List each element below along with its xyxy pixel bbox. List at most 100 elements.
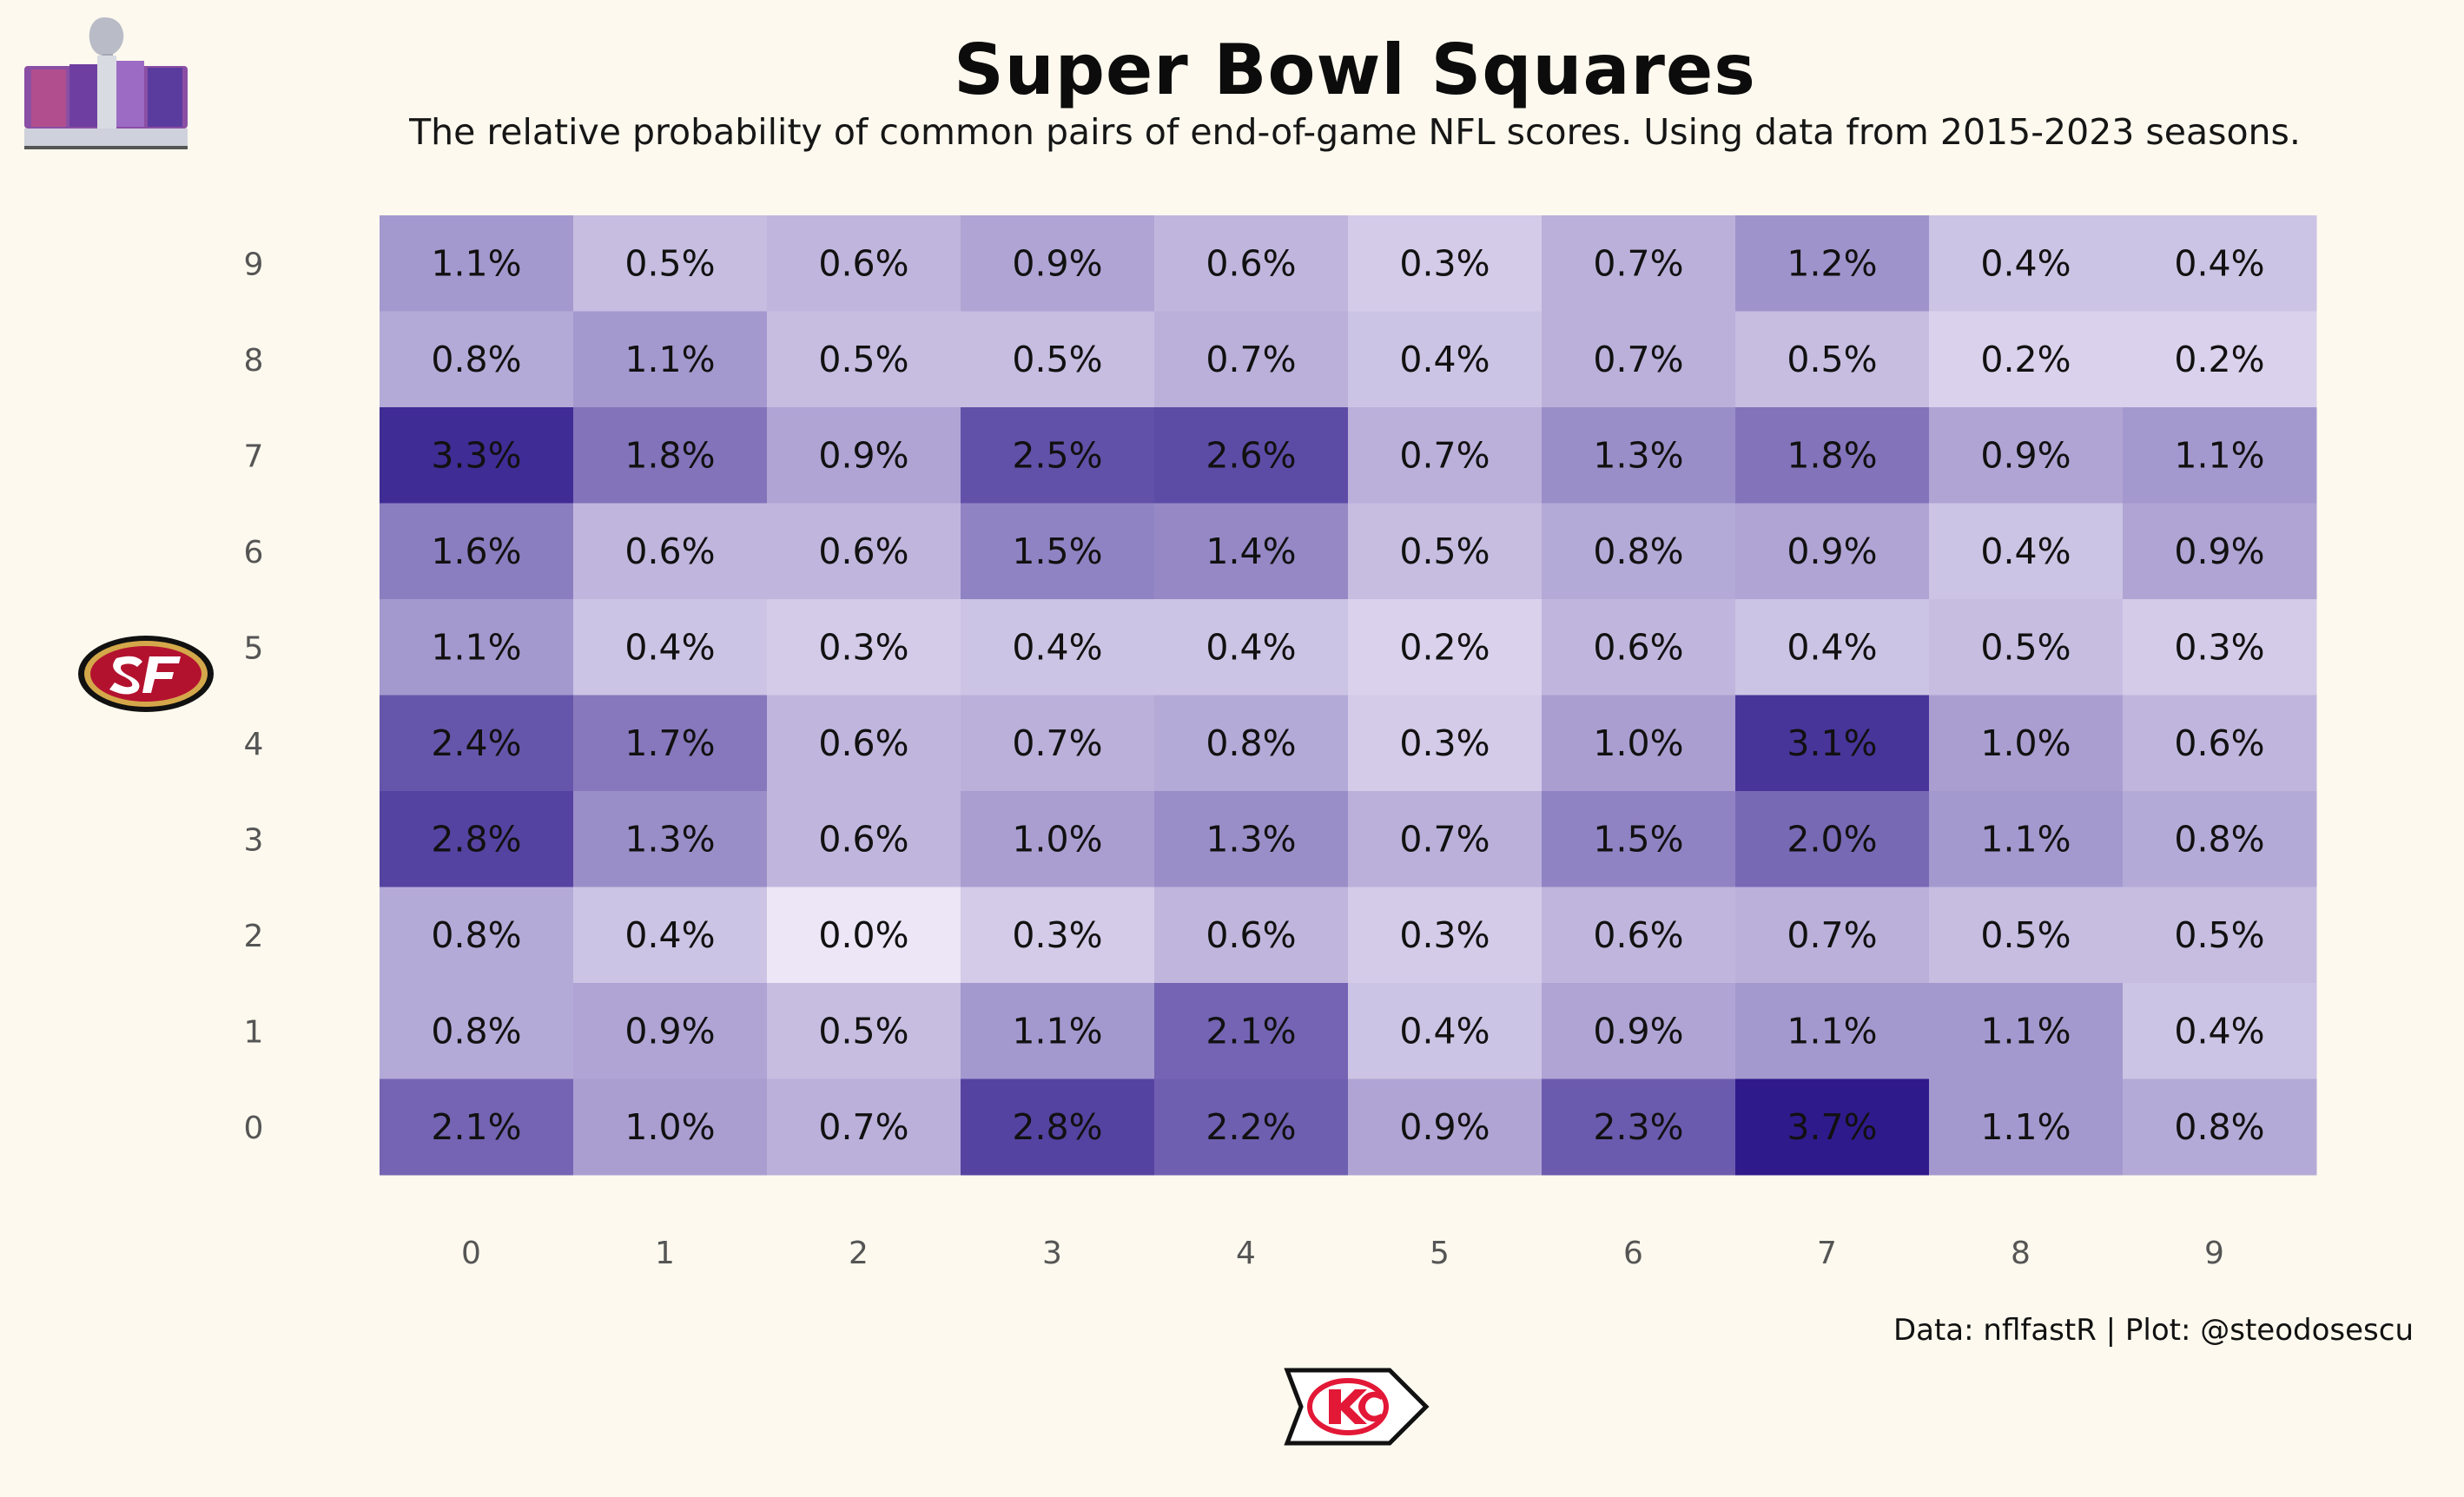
cell-value-label: 3.1% [1787, 722, 1877, 764]
y-tick-label: 9 [244, 247, 264, 282]
heatmap-cell-4-1 [573, 695, 768, 792]
heatmap-cell-6-5 [1348, 503, 1542, 600]
heatmap-cell-3-2 [767, 791, 961, 887]
cell-value-label: 0.8% [431, 339, 521, 380]
cell-value-label: 1.7% [624, 722, 715, 764]
data-caption: Data: nflfastR | Plot: @steodosescu [1893, 1313, 2414, 1348]
heatmap-cell-9-8 [1929, 215, 2124, 312]
cell-value-label: 0.2% [1399, 626, 1490, 668]
cell-value-label: 0.5% [2174, 914, 2264, 956]
heatmap-cell-9-2 [767, 215, 961, 312]
heatmap-cell-6-3 [961, 503, 1155, 600]
cell-value-label: 2.1% [431, 1106, 521, 1148]
heatmap-cell-2-9 [2123, 887, 2317, 984]
x-tick-label: 4 [1236, 1236, 1256, 1271]
cell-value-label: 1.1% [431, 242, 521, 284]
heatmap-cell-7-0 [380, 407, 574, 504]
cell-value-label: 0.8% [2174, 818, 2264, 860]
cell-value-label: 1.1% [1980, 1010, 2071, 1052]
cell-value-label: 0.7% [1012, 722, 1102, 764]
cell-value-label: 0.5% [1980, 914, 2071, 956]
cell-value-label: 0.6% [1593, 626, 1683, 668]
heatmap-cell-3-5 [1348, 791, 1542, 887]
cell-value-label: 0.9% [2174, 531, 2264, 572]
cell-value-label: 1.6% [431, 531, 521, 572]
cell-value-label: 2.6% [1206, 434, 1296, 476]
cell-value-label: 0.8% [431, 914, 521, 956]
heatmap-cell-6-8 [1929, 503, 2124, 600]
cell-value-label: 0.8% [431, 1010, 521, 1052]
heatmap-cell-3-3 [961, 791, 1155, 887]
cell-value-label: 0.6% [1206, 914, 1296, 956]
heatmap-cell-9-4 [1154, 215, 1349, 312]
page-subtitle: The relative probability of common pairs… [409, 111, 2301, 153]
heatmap-cell-0-6 [1542, 1078, 1736, 1176]
heatmap-cell-0-1 [573, 1078, 768, 1176]
cell-value-label: 0.6% [1593, 914, 1683, 956]
heatmap-cell-5-0 [380, 599, 574, 696]
cell-value-label: 0.9% [624, 1010, 715, 1052]
cell-value-label: 1.2% [1787, 242, 1877, 284]
cell-value-label: 0.8% [2174, 1106, 2264, 1148]
san-francisco-49ers-logo [78, 636, 214, 712]
heatmap-cell-4-0 [380, 695, 574, 792]
cell-value-label: 2.2% [1206, 1106, 1296, 1148]
cell-value-label: 1.3% [1593, 434, 1683, 476]
heatmap-cell-8-2 [767, 311, 961, 408]
cell-value-label: 0.3% [1399, 914, 1490, 956]
cell-value-label: 2.5% [1012, 434, 1102, 476]
cell-value-label: 0.9% [1593, 1010, 1683, 1052]
cell-value-label: 0.2% [1980, 339, 2071, 380]
heatmap-cell-1-0 [380, 983, 574, 1079]
cell-value-label: 0.7% [1399, 818, 1490, 860]
cell-value-label: 0.6% [624, 531, 715, 572]
y-tick-label: 3 [244, 822, 264, 858]
heatmap-cell-0-2 [767, 1078, 961, 1176]
heatmap-cell-3-0 [380, 791, 574, 887]
cell-value-label: 1.3% [624, 818, 715, 860]
cell-value-label: 1.1% [1980, 818, 2071, 860]
heatmap-cell-6-2 [767, 503, 961, 600]
heatmap-cells [380, 215, 2317, 1176]
cell-value-label: 1.1% [431, 626, 521, 668]
heatmap-cell-7-2 [767, 407, 961, 504]
cell-value-label: 0.5% [818, 1010, 908, 1052]
cell-value-label: 3.3% [431, 434, 521, 476]
cell-value-label: 0.7% [1399, 434, 1490, 476]
heatmap-cell-7-3 [961, 407, 1155, 504]
heatmap-cell-4-2 [767, 695, 961, 792]
cell-value-label: 2.8% [431, 818, 521, 860]
y-tick-label: 7 [244, 439, 264, 474]
cell-value-label: 0.9% [1012, 242, 1102, 284]
x-tick-label: 9 [2204, 1236, 2224, 1271]
cell-value-label: 0.5% [818, 339, 908, 380]
cell-value-label: 0.3% [1012, 914, 1102, 956]
heatmap-cell-2-5 [1348, 887, 1542, 984]
x-tick-label: 8 [2011, 1236, 2031, 1271]
heatmap-cell-4-7 [1735, 695, 1930, 792]
cell-value-label: 0.7% [1593, 339, 1683, 380]
heatmap-cell-4-4 [1154, 695, 1349, 792]
y-tick-label: 8 [244, 343, 264, 379]
cell-value-label: 1.1% [1980, 1106, 2071, 1148]
cell-value-label: 0.4% [1399, 339, 1490, 380]
heatmap-cell-9-6 [1542, 215, 1736, 312]
heatmap-cell-0-3 [961, 1078, 1155, 1176]
heatmap-cell-2-0 [380, 887, 574, 984]
heatmap-cell-5-5 [1348, 599, 1542, 696]
cell-value-label: 0.4% [624, 626, 715, 668]
heatmap-cell-8-9 [2123, 311, 2317, 408]
cell-value-label: 0.7% [818, 1106, 908, 1148]
cell-value-label: 1.3% [1206, 818, 1296, 860]
heatmap-cell-6-9 [2123, 503, 2317, 600]
cell-value-label: 0.5% [1399, 531, 1490, 572]
heatmap-cell-5-7 [1735, 599, 1930, 696]
heatmap-cell-1-6 [1542, 983, 1736, 1079]
cell-value-label: 0.9% [1787, 531, 1877, 572]
cell-value-label: 0.6% [818, 242, 908, 284]
heatmap-cell-2-4 [1154, 887, 1349, 984]
heatmap-cell-6-6 [1542, 503, 1736, 600]
heatmap-cell-6-0 [380, 503, 574, 600]
x-tick-label: 0 [461, 1236, 481, 1271]
cell-value-label: 0.7% [1206, 339, 1296, 380]
